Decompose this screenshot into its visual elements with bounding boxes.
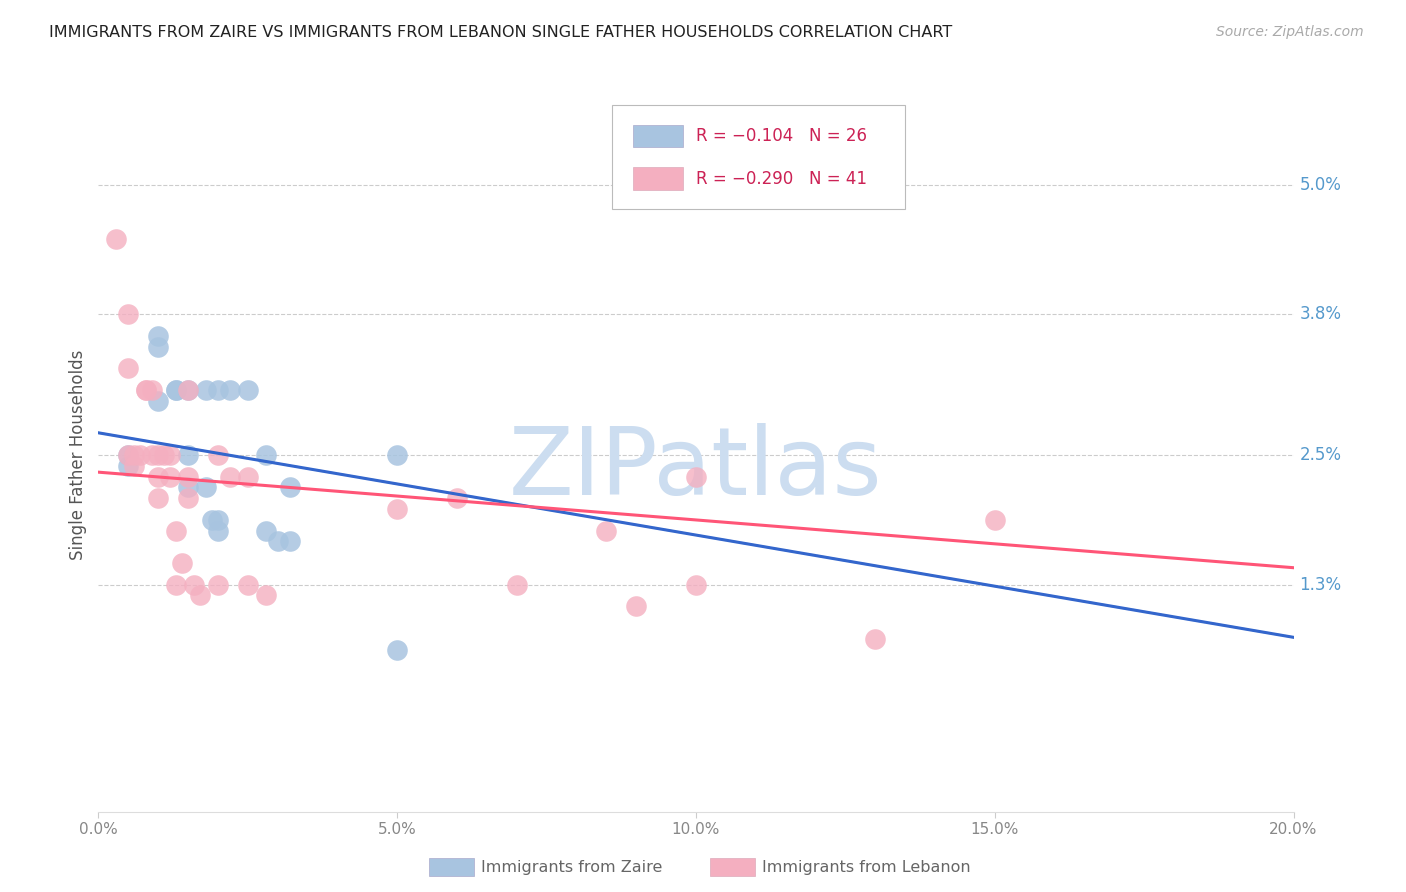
Text: Immigrants from Zaire: Immigrants from Zaire [481, 861, 662, 875]
Point [195, 480, 218, 494]
FancyBboxPatch shape [633, 168, 683, 190]
Point [236, 577, 259, 591]
Point [148, 491, 170, 505]
Point [236, 469, 259, 483]
Point [177, 448, 200, 462]
Point [141, 383, 163, 397]
Point [195, 383, 218, 397]
Point [124, 448, 146, 462]
Point [188, 589, 211, 603]
Point [446, 491, 468, 505]
Point [177, 383, 200, 397]
Point [165, 577, 187, 591]
Point [219, 469, 242, 483]
Point [685, 469, 707, 483]
Point [865, 632, 887, 646]
Point [207, 513, 229, 527]
Point [685, 577, 707, 591]
Point [159, 448, 181, 462]
Point [159, 469, 181, 483]
Point [148, 469, 170, 483]
Text: Immigrants from Lebanon: Immigrants from Lebanon [762, 861, 970, 875]
Point [201, 513, 224, 527]
Point [117, 458, 139, 473]
Point [148, 329, 170, 343]
Point [183, 577, 205, 591]
Text: IMMIGRANTS FROM ZAIRE VS IMMIGRANTS FROM LEBANON SINGLE FATHER HOUSEHOLDS CORREL: IMMIGRANTS FROM ZAIRE VS IMMIGRANTS FROM… [49, 25, 952, 40]
Point [278, 534, 301, 549]
Point [207, 524, 229, 538]
Y-axis label: Single Father Households: Single Father Households [69, 350, 87, 560]
Point [177, 491, 200, 505]
Point [165, 383, 187, 397]
Point [506, 577, 529, 591]
Point [385, 642, 409, 657]
Point [135, 383, 157, 397]
Point [117, 448, 139, 462]
Point [219, 383, 242, 397]
Point [177, 469, 200, 483]
Point [595, 524, 617, 538]
Text: ZIPatlas: ZIPatlas [509, 423, 883, 516]
Point [117, 361, 139, 376]
Point [207, 577, 229, 591]
Point [141, 448, 163, 462]
Point [254, 524, 277, 538]
Point [278, 480, 301, 494]
Point [105, 232, 128, 246]
Point [148, 448, 170, 462]
Text: Source: ZipAtlas.com: Source: ZipAtlas.com [1216, 25, 1364, 39]
FancyBboxPatch shape [613, 105, 905, 209]
Point [117, 448, 139, 462]
Point [117, 307, 139, 321]
Text: 5.0%: 5.0% [1299, 176, 1341, 194]
Point [124, 458, 146, 473]
Point [385, 448, 409, 462]
Point [984, 513, 1007, 527]
Point [153, 448, 176, 462]
Point [207, 383, 229, 397]
Point [172, 556, 194, 570]
Point [385, 502, 409, 516]
Text: 2.5%: 2.5% [1299, 446, 1341, 464]
Point [135, 383, 157, 397]
Point [626, 599, 648, 614]
Point [129, 448, 152, 462]
Point [165, 383, 187, 397]
Text: R = −0.290   N = 41: R = −0.290 N = 41 [696, 169, 868, 187]
Text: R = −0.104   N = 26: R = −0.104 N = 26 [696, 127, 868, 145]
Point [254, 589, 277, 603]
Point [207, 448, 229, 462]
Text: 3.8%: 3.8% [1299, 305, 1341, 324]
Point [148, 393, 170, 408]
Point [236, 383, 259, 397]
Point [177, 480, 200, 494]
Point [267, 534, 290, 549]
Text: 1.3%: 1.3% [1299, 575, 1341, 594]
Point [165, 524, 187, 538]
Point [177, 383, 200, 397]
Point [148, 340, 170, 354]
FancyBboxPatch shape [633, 125, 683, 147]
Point [254, 448, 277, 462]
